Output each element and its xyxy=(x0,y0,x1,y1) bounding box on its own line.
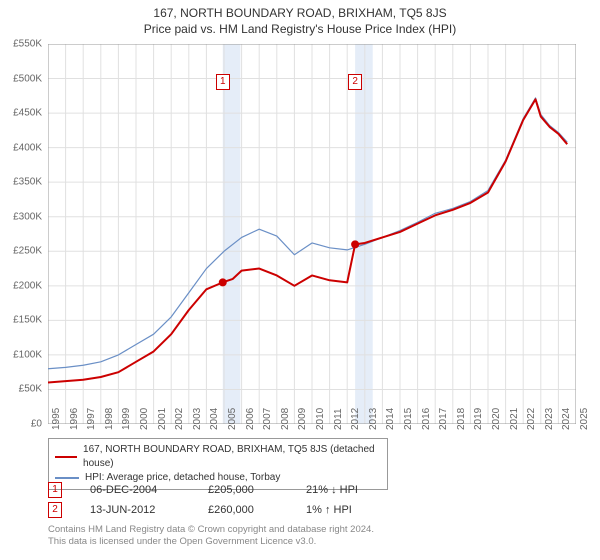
y-axis-label: £450K xyxy=(13,108,42,119)
legend-label: 167, NORTH BOUNDARY ROAD, BRIXHAM, TQ5 8… xyxy=(83,443,381,471)
x-axis-label: 2025 xyxy=(579,408,590,430)
x-axis-label: 1995 xyxy=(51,408,62,430)
sale-marker-badge: 2 xyxy=(348,74,362,90)
legend-swatch xyxy=(55,456,77,458)
x-axis-label: 2020 xyxy=(491,408,502,430)
x-axis-label: 2000 xyxy=(139,408,150,430)
sales-table: 1 06-DEC-2004 £205,000 21% ↓ HPI 2 13-JUN-201… xyxy=(48,480,406,520)
x-axis-label: 2022 xyxy=(526,408,537,430)
x-axis-label: 2003 xyxy=(192,408,203,430)
price-chart xyxy=(48,44,576,424)
y-axis-label: £550K xyxy=(13,39,42,50)
y-axis-label: £400K xyxy=(13,142,42,153)
x-axis-label: 2010 xyxy=(315,408,326,430)
x-axis-label: 2013 xyxy=(368,408,379,430)
y-axis-label: £50K xyxy=(19,384,42,395)
sale-price: £205,000 xyxy=(208,484,278,496)
x-axis-label: 2014 xyxy=(385,408,396,430)
x-axis-label: 2002 xyxy=(174,408,185,430)
x-axis-label: 2017 xyxy=(438,408,449,430)
x-axis-label: 2015 xyxy=(403,408,414,430)
attribution-footer: Contains HM Land Registry data © Crown c… xyxy=(48,524,374,548)
x-axis-label: 2021 xyxy=(509,408,520,430)
y-axis-label: £200K xyxy=(13,280,42,291)
sale-date: 13-JUN-2012 xyxy=(90,504,180,516)
page-subtitle: Price paid vs. HM Land Registry's House … xyxy=(0,20,600,36)
x-axis-label: 2008 xyxy=(280,408,291,430)
sale-date: 06-DEC-2004 xyxy=(90,484,180,496)
page-title: 167, NORTH BOUNDARY ROAD, BRIXHAM, TQ5 8… xyxy=(0,0,600,20)
x-axis-label: 2018 xyxy=(456,408,467,430)
x-axis-label: 2004 xyxy=(209,408,220,430)
footer-line: This data is licensed under the Open Gov… xyxy=(48,536,374,548)
sale-row: 1 06-DEC-2004 £205,000 21% ↓ HPI xyxy=(48,480,406,500)
sale-badge: 2 xyxy=(48,502,62,518)
legend-swatch xyxy=(55,477,79,478)
x-axis-label: 2005 xyxy=(227,408,238,430)
x-axis-label: 2007 xyxy=(262,408,273,430)
y-axis-label: £100K xyxy=(13,349,42,360)
y-axis-label: £250K xyxy=(13,246,42,257)
x-axis-label: 2024 xyxy=(561,408,572,430)
x-axis-label: 2006 xyxy=(245,408,256,430)
x-axis-label: 2009 xyxy=(297,408,308,430)
y-axis-label: £300K xyxy=(13,211,42,222)
sale-delta: 21% ↓ HPI xyxy=(306,484,406,496)
y-axis-label: £350K xyxy=(13,177,42,188)
y-axis-label: £150K xyxy=(13,315,42,326)
footer-line: Contains HM Land Registry data © Crown c… xyxy=(48,524,374,536)
sale-delta: 1% ↑ HPI xyxy=(306,504,406,516)
sale-marker-badge: 1 xyxy=(216,74,230,90)
x-axis-label: 2016 xyxy=(421,408,432,430)
sale-row: 2 13-JUN-2012 £260,000 1% ↑ HPI xyxy=(48,500,406,520)
legend-row: 167, NORTH BOUNDARY ROAD, BRIXHAM, TQ5 8… xyxy=(55,443,381,471)
x-axis-label: 1997 xyxy=(86,408,97,430)
x-axis-label: 1999 xyxy=(121,408,132,430)
y-axis-label: £0 xyxy=(31,419,42,430)
x-axis-label: 2012 xyxy=(350,408,361,430)
y-axis-label: £500K xyxy=(13,73,42,84)
x-axis-label: 1996 xyxy=(69,408,80,430)
chart-area: £0£50K£100K£150K£200K£250K£300K£350K£400… xyxy=(48,44,576,424)
sale-badge: 1 xyxy=(48,482,62,498)
sale-price: £260,000 xyxy=(208,504,278,516)
x-axis-label: 1998 xyxy=(104,408,115,430)
x-axis-label: 2011 xyxy=(333,408,344,430)
x-axis-label: 2001 xyxy=(157,408,168,430)
x-axis-label: 2023 xyxy=(544,408,555,430)
x-axis-label: 2019 xyxy=(473,408,484,430)
